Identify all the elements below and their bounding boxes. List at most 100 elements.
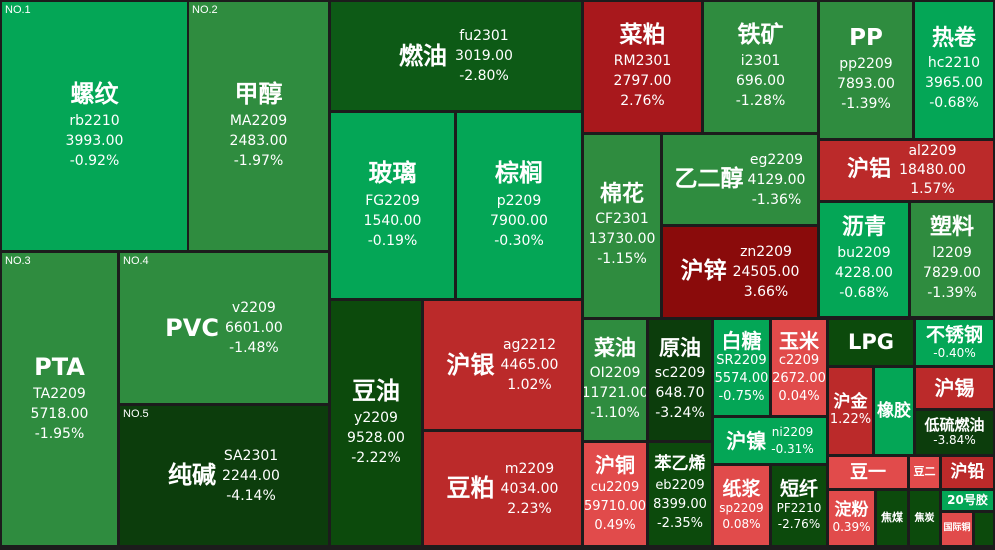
tile-v[interactable]: NO.4 PVC v2209 6601.00 -1.48% (120, 253, 328, 403)
tile-price: 3965.00 (925, 75, 983, 92)
tile-name: 纯碱 (168, 461, 217, 490)
tile-code: v2209 (231, 300, 276, 316)
tile-lpg[interactable]: LPG (829, 320, 913, 365)
tile-code: FG2209 (365, 192, 420, 209)
tile-price: 13730.00 (588, 231, 656, 248)
tile-ss[interactable]: 不锈钢 -0.40% (916, 320, 993, 365)
tile-code: fu2301 (459, 28, 509, 44)
tile-c[interactable]: 玉米 c2209 2672.00 0.04% (772, 320, 826, 415)
tile-change: -0.68% (839, 284, 889, 301)
tile-name: 沪锌 (680, 258, 727, 285)
tile-code: RM2301 (613, 52, 672, 69)
tile-bc[interactable]: 国际铜 (942, 513, 972, 545)
tile-ag[interactable]: 沪银 ag2212 4465.00 1.02% (424, 301, 581, 429)
tile-change: -0.68% (929, 95, 979, 112)
tile-hc[interactable]: 热卷 hc2210 3965.00 -0.68% (915, 2, 993, 138)
tile-sp[interactable]: 纸浆 sp2209 0.08% (714, 466, 769, 545)
tile-price: 696.00 (736, 72, 785, 89)
tile-jd[interactable]: 淀粉 0.39% (829, 491, 874, 545)
tile-eb[interactable]: 苯乙烯 eb2209 8399.00 -2.35% (649, 443, 711, 545)
tile-change: -2.22% (351, 450, 401, 467)
tile-jt[interactable]: 焦炭 (910, 491, 939, 545)
tile-pf[interactable]: 短纤 PF2210 -2.76% (772, 466, 826, 545)
tile-lu[interactable]: 低硫燃油 -3.84% (916, 411, 993, 454)
tile-ma[interactable]: NO.2 甲醇 MA2209 2483.00 -1.97% (189, 2, 328, 250)
tile-l[interactable]: 塑料 l2209 7829.00 -1.39% (911, 203, 993, 316)
tile-name: 沪铝 (847, 157, 892, 183)
tile-fg[interactable]: 玻璃 FG2209 1540.00 -0.19% (331, 113, 454, 298)
tile-rm[interactable]: 菜粕 RM2301 2797.00 2.76% (584, 2, 701, 132)
tile-sr[interactable]: 白糖 SR2209 5574.00 -0.75% (714, 320, 769, 415)
tile-a[interactable]: 豆一 (829, 457, 907, 488)
tile-change: 0.08% (722, 516, 761, 531)
tile-name: 沪金 (833, 391, 868, 412)
tile-price: 2797.00 (613, 72, 672, 89)
tile-au[interactable]: 沪金 1.22% (829, 368, 872, 454)
tile-change: -1.39% (927, 284, 977, 301)
tile-name: 菜油 (594, 336, 636, 361)
tile-price: 4465.00 (500, 357, 559, 373)
tile-y[interactable]: 豆油 y2209 9528.00 -2.22% (331, 301, 421, 545)
tile-code: sc2209 (654, 364, 706, 381)
tile-extra-small[interactable] (975, 513, 993, 545)
tile-price: 5574.00 (714, 370, 769, 386)
tile-price: 59710.00 (584, 498, 646, 514)
tile-rb[interactable]: NO.1 螺纹 rb2210 3993.00 -0.92% (2, 2, 187, 250)
tile-name: 燃油 (399, 41, 448, 70)
tile-name: 棕榈 (495, 159, 543, 188)
tile-p[interactable]: 棕榈 p2209 7900.00 -0.30% (457, 113, 581, 298)
tile-change: 1.57% (910, 181, 955, 197)
tile-fu[interactable]: 燃油 fu2301 3019.00 -2.80% (331, 2, 581, 110)
tile-price: 648.70 (655, 384, 705, 401)
tile-m[interactable]: 豆粕 m2209 4034.00 2.23% (424, 432, 581, 545)
rank-label: NO.5 (123, 408, 149, 420)
tile-al[interactable]: 沪铝 al2209 18480.00 1.57% (820, 141, 993, 200)
tile-name: PVC (165, 313, 219, 342)
tile-change: -0.75% (718, 388, 765, 404)
tile-pp[interactable]: PP pp2209 7893.00 -1.39% (820, 2, 912, 138)
tile-ru[interactable]: 橡胶 (875, 368, 913, 454)
tile-pb[interactable]: 沪铅 (942, 457, 993, 488)
tile-ni[interactable]: 沪镍 ni2209 -0.31% (714, 418, 826, 463)
tile-cu[interactable]: 沪铜 cu2209 59710.00 0.49% (584, 443, 646, 545)
tile-sn[interactable]: 沪锡 (916, 368, 993, 408)
tile-name: 不锈钢 (925, 324, 983, 347)
tile-change: -1.95% (34, 426, 85, 443)
tile-name: 螺纹 (70, 79, 119, 108)
tile-price: 9528.00 (347, 430, 405, 447)
tile-code: CF2301 (595, 211, 649, 228)
tile-ta[interactable]: NO.3 PTA TA2209 5718.00 -1.95% (2, 253, 117, 545)
tile-name: 沥青 (841, 215, 886, 241)
tile-name: 原油 (659, 336, 701, 361)
tile-change: -1.97% (233, 153, 284, 170)
tile-change: -1.15% (597, 251, 647, 268)
tile-zn[interactable]: 沪锌 zn2209 24505.00 3.66% (663, 227, 817, 317)
tile-code: SA2301 (223, 447, 279, 464)
tile-i[interactable]: 铁矿 i2301 696.00 -1.28% (704, 2, 817, 132)
tile-change: -2.35% (656, 515, 703, 531)
tile-eg[interactable]: 乙二醇 eg2209 4129.00 -1.36% (663, 135, 817, 224)
tile-sa[interactable]: NO.5 纯碱 SA2301 2244.00 -4.14% (120, 406, 328, 545)
tile-code: sp2209 (719, 500, 764, 515)
tile-cf[interactable]: 棉花 CF2301 13730.00 -1.15% (584, 135, 660, 317)
tile-code: p2209 (496, 192, 542, 209)
tile-price: 7829.00 (923, 264, 981, 281)
tile-name: 焦炭 (914, 512, 935, 524)
tile-b[interactable]: 豆二 (910, 457, 939, 488)
tile-price: 2672.00 (772, 370, 826, 386)
tile-j[interactable]: 焦煤 (877, 491, 907, 545)
tile-oi[interactable]: 菜油 OI2209 11721.00 -1.10% (584, 320, 646, 440)
tile-price: 8399.00 (653, 496, 707, 512)
rank-label: NO.4 (123, 255, 149, 267)
tile-name: 短纤 (779, 478, 818, 501)
tile-change: 3.66% (743, 284, 789, 300)
tile-name: 沪锡 (934, 376, 975, 400)
tile-change: -3.24% (655, 404, 705, 421)
tile-name: 纸浆 (722, 478, 761, 501)
tile-nr[interactable]: 20号胶 (942, 491, 993, 510)
tile-change: -0.31% (771, 441, 814, 456)
tile-sc[interactable]: 原油 sc2209 648.70 -3.24% (649, 320, 711, 440)
tile-name: PTA (34, 352, 85, 381)
tile-code: TA2209 (33, 386, 86, 403)
tile-bu[interactable]: 沥青 bu2209 4228.00 -0.68% (820, 203, 908, 316)
